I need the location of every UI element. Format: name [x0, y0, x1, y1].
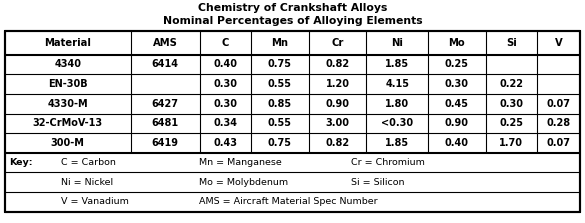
Text: 1.20: 1.20	[325, 79, 349, 89]
Text: 0.40: 0.40	[214, 60, 238, 69]
Text: 6419: 6419	[152, 138, 179, 148]
Text: V = Vanadium: V = Vanadium	[61, 197, 129, 206]
Text: Nominal Percentages of Alloying Elements: Nominal Percentages of Alloying Elements	[163, 16, 422, 26]
Text: 0.85: 0.85	[268, 99, 292, 109]
Text: Ni = Nickel: Ni = Nickel	[61, 178, 113, 187]
Text: C = Carbon: C = Carbon	[61, 158, 116, 167]
Text: 6414: 6414	[152, 60, 179, 69]
Text: <0.30: <0.30	[381, 118, 413, 128]
Text: 0.90: 0.90	[325, 99, 349, 109]
Text: 4330-M: 4330-M	[47, 99, 88, 109]
Text: Si = Silicon: Si = Silicon	[351, 178, 404, 187]
Text: Key:: Key:	[9, 158, 32, 167]
Text: 0.28: 0.28	[546, 118, 570, 128]
Text: Chemistry of Crankshaft Alloys: Chemistry of Crankshaft Alloys	[198, 3, 387, 13]
Text: Cr = Chromium: Cr = Chromium	[351, 158, 425, 167]
Text: 32-CrMoV-13: 32-CrMoV-13	[33, 118, 103, 128]
Text: 6427: 6427	[152, 99, 179, 109]
Text: 4340: 4340	[54, 60, 81, 69]
Text: AMS = Aircraft Material Spec Number: AMS = Aircraft Material Spec Number	[199, 197, 377, 206]
Text: 0.30: 0.30	[499, 99, 523, 109]
Text: Material: Material	[44, 38, 91, 48]
Text: 0.45: 0.45	[445, 99, 469, 109]
Text: EN-30B: EN-30B	[48, 79, 88, 89]
Text: 0.25: 0.25	[445, 60, 469, 69]
Text: 1.80: 1.80	[385, 99, 409, 109]
Text: C: C	[222, 38, 229, 48]
Text: Mo = Molybdenum: Mo = Molybdenum	[199, 178, 288, 187]
Text: 0.75: 0.75	[268, 138, 292, 148]
Text: 0.07: 0.07	[546, 138, 570, 148]
Text: AMS: AMS	[153, 38, 178, 48]
Text: Cr: Cr	[331, 38, 344, 48]
Text: 0.30: 0.30	[214, 99, 238, 109]
Text: 0.82: 0.82	[325, 60, 350, 69]
Text: 0.90: 0.90	[445, 118, 469, 128]
Bar	[5, 31, 580, 212]
Text: 0.43: 0.43	[214, 138, 238, 148]
Text: Mo: Mo	[449, 38, 465, 48]
Text: Mn: Mn	[271, 38, 288, 48]
Text: 0.07: 0.07	[546, 99, 570, 109]
Text: Si: Si	[506, 38, 517, 48]
Text: 0.55: 0.55	[268, 118, 292, 128]
Text: 4.15: 4.15	[385, 79, 409, 89]
Text: Ni: Ni	[391, 38, 403, 48]
Text: 0.75: 0.75	[268, 60, 292, 69]
Text: 300-M: 300-M	[51, 138, 85, 148]
Text: 0.82: 0.82	[325, 138, 350, 148]
Text: 0.40: 0.40	[445, 138, 469, 148]
Text: Mn = Manganese: Mn = Manganese	[199, 158, 281, 167]
Text: 0.22: 0.22	[499, 79, 523, 89]
Text: 0.55: 0.55	[268, 79, 292, 89]
Text: 0.34: 0.34	[214, 118, 238, 128]
Text: 1.85: 1.85	[385, 138, 409, 148]
Text: 3.00: 3.00	[325, 118, 349, 128]
Text: 0.30: 0.30	[445, 79, 469, 89]
Text: 0.30: 0.30	[214, 79, 238, 89]
Text: 1.85: 1.85	[385, 60, 409, 69]
Text: V: V	[555, 38, 562, 48]
Text: 6481: 6481	[152, 118, 179, 128]
Text: 1.70: 1.70	[499, 138, 523, 148]
Text: 0.25: 0.25	[499, 118, 523, 128]
